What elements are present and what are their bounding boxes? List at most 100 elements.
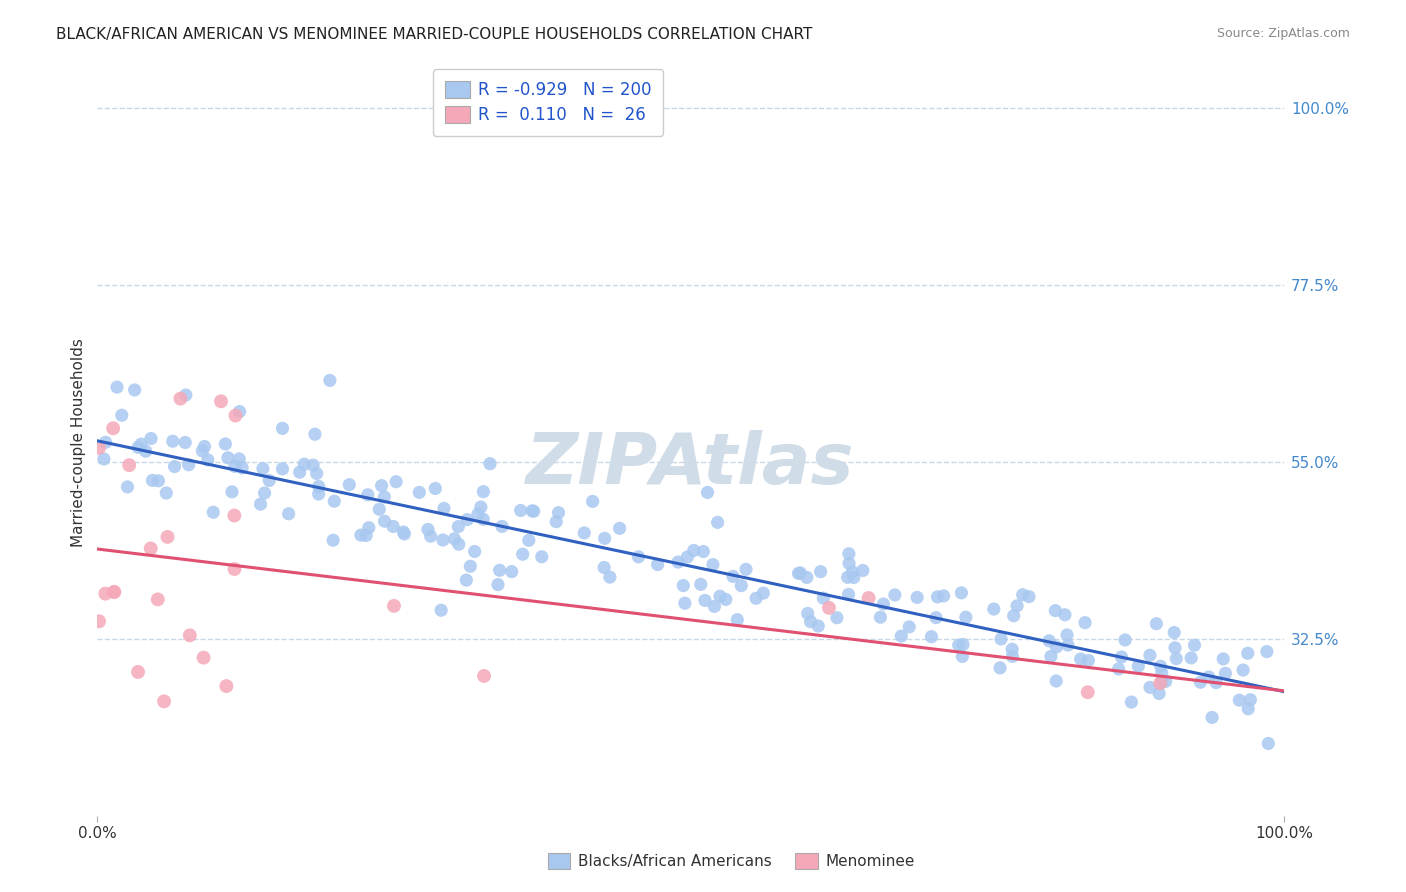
- Point: [745, 591, 768, 606]
- Point: [354, 528, 377, 542]
- Point: [1001, 649, 1024, 664]
- Point: [1139, 648, 1161, 663]
- Point: [1227, 693, 1250, 707]
- Point: [470, 500, 492, 514]
- Point: [394, 527, 416, 541]
- Point: [382, 519, 405, 533]
- Point: [1149, 659, 1171, 673]
- Point: [1114, 632, 1136, 647]
- Point: [948, 638, 970, 652]
- Point: [259, 474, 281, 488]
- Point: [224, 508, 246, 523]
- Point: [1201, 710, 1223, 724]
- Point: [271, 462, 294, 476]
- Point: [337, 477, 360, 491]
- Point: [546, 515, 568, 529]
- Point: [224, 562, 246, 576]
- Point: [574, 525, 596, 540]
- Point: [1005, 599, 1028, 613]
- Point: [1018, 590, 1040, 604]
- Point: [432, 533, 454, 547]
- Point: [627, 549, 650, 564]
- Point: [593, 560, 616, 574]
- Point: [288, 465, 311, 479]
- Point: [124, 383, 146, 397]
- Point: [221, 484, 243, 499]
- Text: Source: ZipAtlas.com: Source: ZipAtlas.com: [1216, 27, 1350, 40]
- Point: [373, 490, 395, 504]
- Point: [228, 451, 250, 466]
- Point: [925, 610, 948, 624]
- Point: [807, 619, 830, 633]
- Point: [1128, 659, 1150, 673]
- Point: [530, 549, 553, 564]
- Point: [714, 592, 737, 607]
- Point: [433, 501, 456, 516]
- Point: [304, 427, 326, 442]
- Point: [1150, 665, 1173, 680]
- Point: [547, 506, 569, 520]
- Point: [988, 661, 1011, 675]
- Point: [153, 694, 176, 708]
- Point: [209, 394, 232, 409]
- Point: [841, 565, 863, 579]
- Point: [105, 380, 128, 394]
- Point: [990, 632, 1012, 646]
- Point: [357, 521, 380, 535]
- Point: [385, 475, 408, 489]
- Point: [950, 649, 973, 664]
- Point: [103, 421, 125, 435]
- Point: [478, 457, 501, 471]
- Point: [512, 547, 534, 561]
- Point: [752, 586, 775, 600]
- Point: [520, 504, 543, 518]
- Point: [1212, 652, 1234, 666]
- Point: [725, 613, 748, 627]
- Point: [472, 512, 495, 526]
- Point: [231, 461, 253, 475]
- Point: [1045, 604, 1067, 618]
- Point: [447, 537, 470, 551]
- Point: [486, 577, 509, 591]
- Point: [103, 585, 125, 599]
- Point: [193, 440, 215, 454]
- Point: [174, 388, 197, 402]
- Point: [129, 437, 152, 451]
- Point: [955, 610, 977, 624]
- Point: [1056, 628, 1078, 642]
- Point: [224, 459, 246, 474]
- Point: [224, 409, 246, 423]
- Point: [252, 461, 274, 475]
- Point: [1077, 653, 1099, 667]
- Point: [305, 467, 328, 481]
- Point: [139, 432, 162, 446]
- Point: [1139, 681, 1161, 695]
- Point: [932, 589, 955, 603]
- Point: [202, 505, 225, 519]
- Point: [392, 524, 415, 539]
- Point: [467, 507, 489, 521]
- Point: [789, 566, 811, 580]
- Point: [1237, 702, 1260, 716]
- Point: [952, 637, 974, 651]
- Point: [464, 544, 486, 558]
- Point: [706, 516, 728, 530]
- Point: [1150, 674, 1173, 689]
- Point: [810, 565, 832, 579]
- Point: [94, 587, 117, 601]
- Point: [1184, 638, 1206, 652]
- Point: [1257, 736, 1279, 750]
- Point: [796, 570, 818, 584]
- Point: [593, 532, 616, 546]
- Point: [292, 457, 315, 471]
- Point: [883, 588, 905, 602]
- Point: [682, 543, 704, 558]
- Point: [950, 586, 973, 600]
- Point: [135, 444, 157, 458]
- Point: [197, 453, 219, 467]
- Point: [1121, 695, 1143, 709]
- Point: [921, 630, 943, 644]
- Point: [319, 373, 342, 387]
- Point: [1001, 642, 1024, 657]
- Point: [271, 421, 294, 435]
